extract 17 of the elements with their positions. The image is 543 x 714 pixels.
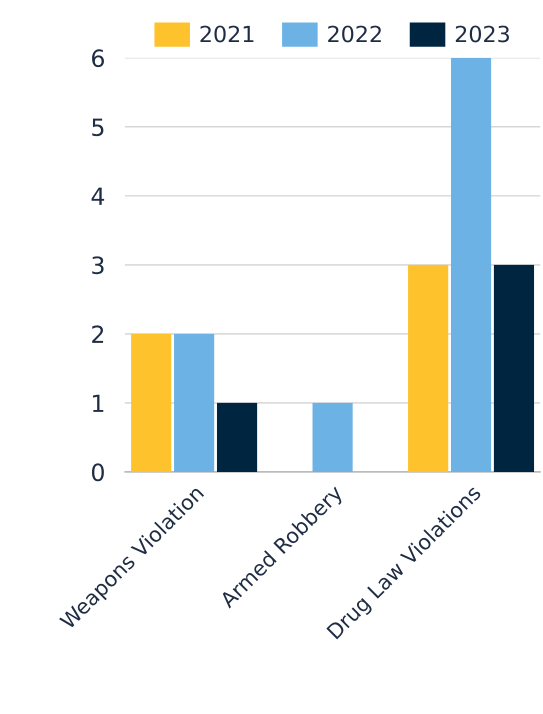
y-tick-label: 4 bbox=[92, 188, 104, 205]
bar bbox=[450, 58, 492, 472]
y-tick-label: 6 bbox=[92, 49, 104, 68]
y-tick-label: 0 bbox=[92, 463, 104, 482]
bar bbox=[131, 334, 172, 472]
y-tick-label: 2 bbox=[92, 325, 104, 343]
legend-label: 2021 bbox=[200, 26, 254, 42]
y-tick-label: 3 bbox=[92, 256, 104, 274]
legend-label: 2023 bbox=[456, 26, 509, 42]
bar bbox=[312, 402, 353, 472]
bar bbox=[216, 402, 258, 472]
bar bbox=[174, 334, 214, 472]
bar bbox=[494, 264, 534, 472]
y-tick-label: 5 bbox=[92, 118, 104, 136]
bar bbox=[408, 264, 448, 472]
y-tick-label: 1 bbox=[93, 394, 104, 412]
legend-label: 2022 bbox=[328, 26, 381, 42]
